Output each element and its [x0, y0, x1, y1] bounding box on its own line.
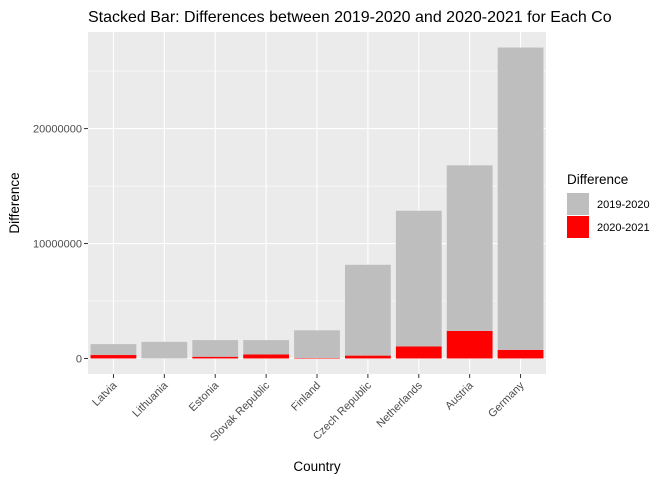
bars — [90, 47, 544, 359]
bar-2020-2021-netherlands — [395, 346, 442, 359]
bar-2019-2020-netherlands — [395, 210, 442, 347]
y-axis-title: Difference — [7, 172, 22, 233]
bar-2019-2020-latvia — [90, 344, 137, 356]
x-tick-label: Lithuania — [130, 379, 171, 420]
bar-2020-2021-latvia — [90, 355, 137, 359]
x-tick-label: Estonia — [187, 379, 222, 414]
bar-2020-2021-slovak-republic — [243, 354, 290, 359]
legend-label: 2020-2021 — [597, 222, 650, 234]
chart-title: Stacked Bar: Differences between 2019-20… — [88, 9, 612, 26]
legend-key-2020-2021 — [567, 216, 589, 238]
y-tick-label: 20000000 — [33, 124, 82, 136]
legend-title: Difference — [567, 172, 628, 187]
bar-2020-2021-finland — [294, 357, 340, 359]
x-tick-label: Latvia — [90, 379, 120, 409]
y-axis: 0 10000000 20000000 — [33, 124, 88, 365]
bar-2020-2021-estonia — [192, 356, 239, 359]
x-tick-label: Austria — [443, 379, 476, 412]
bar-2020-2021-germany — [497, 349, 544, 359]
y-tick-label: 10000000 — [33, 239, 82, 251]
bar-2019-2020-lithuania — [141, 341, 188, 359]
legend-label: 2019-2020 — [597, 199, 650, 211]
bar-2019-2020-czech-republic — [344, 264, 391, 356]
x-tick-label: Finland — [289, 380, 323, 414]
legend-key-2019-2020 — [567, 193, 589, 215]
x-tick-label: Netherlands — [374, 379, 425, 430]
y-tick-label: 0 — [76, 353, 82, 365]
bar-2019-2020-slovak-republic — [243, 340, 290, 355]
legend: Difference 2019-2020 2020-2021 — [567, 172, 650, 238]
x-axis-title: Country — [293, 459, 341, 474]
x-tick-label: Germany — [486, 379, 527, 420]
bar-2019-2020-germany — [497, 47, 544, 350]
bar-2019-2020-austria — [446, 165, 493, 331]
bar-2019-2020-estonia — [192, 340, 239, 357]
bar-2020-2021-austria — [446, 330, 493, 359]
bar-2020-2021-czech-republic — [344, 355, 391, 359]
bar-2019-2020-finland — [294, 330, 340, 358]
